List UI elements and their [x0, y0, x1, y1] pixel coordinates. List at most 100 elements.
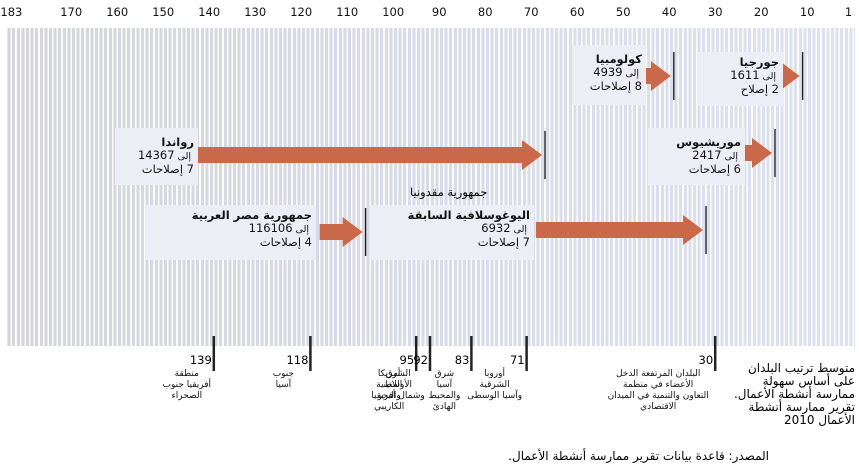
note-line: الأعمال 2010	[783, 413, 855, 427]
axis-tick-label: 80	[478, 5, 493, 19]
rank-range: 116 إلى106	[149, 222, 312, 236]
region-label-line: الأعضاء في منظمة	[623, 380, 694, 390]
region-label-line: الصحراء	[171, 391, 203, 401]
axis-tick-label: 183	[0, 5, 22, 19]
region-label-line: وآسيا الوسطى	[467, 391, 523, 401]
region-label-line: الاقتصادي	[640, 402, 677, 412]
economy-box: موريشيوس 24 إلى17 6 إصلاحات	[648, 128, 745, 185]
source: المصدر: قاعدة بيانات تقرير ممارسة أنشطة …	[508, 449, 769, 463]
reform-count: 7 إصلاحات	[477, 235, 530, 249]
reform-count: 2 إصلاح	[740, 82, 779, 96]
axis-tick-label: 100	[382, 5, 404, 19]
rank-range: 69 إلى32	[374, 222, 530, 236]
economy-name: كولومبيا	[595, 52, 642, 66]
improvement-arrow	[195, 140, 542, 170]
improvement-arrow	[779, 61, 800, 91]
axis-tick-label: 50	[616, 5, 631, 19]
region-label: شرق آسيا والمحيط الهادئ	[419, 369, 469, 413]
region-label-line: أفريقيا جنوب	[162, 380, 212, 390]
economy-box: اليوغوسلافية السابقة 69 إلى32 7 إصلاحات	[370, 205, 534, 260]
region-label: منطقة أفريقيا جنوب الصحراء	[162, 369, 212, 402]
axis-tick-label: 60	[570, 5, 585, 19]
rank-to: 67	[159, 148, 175, 162]
rank-from: 16	[730, 68, 745, 82]
region-rank: 92	[413, 353, 428, 367]
axis-tick-label: 160	[106, 5, 128, 19]
rank-to: 32	[495, 221, 511, 235]
rank-from: 116	[248, 221, 271, 235]
region-rank: 30	[698, 353, 714, 367]
economy-name: جورجيا	[739, 55, 779, 69]
axis-tick-label: 30	[708, 5, 723, 19]
rank-connector: إلى	[625, 68, 639, 79]
legend: متوسط ترتيب البلدان على أساس سهولة ممارس…	[734, 362, 855, 427]
legend-line: على أساس سهولة	[762, 374, 855, 388]
region-label-line: منطقة	[174, 369, 199, 379]
region-label-line: الشرقية	[479, 380, 510, 390]
rank-to: 17	[706, 148, 722, 162]
region-label-line: أمريكا	[377, 369, 401, 379]
rank-range: 24 إلى17	[652, 149, 741, 163]
region-label: البلدان المرتفعة الدخل الأعضاء في منظمة ال…	[603, 369, 713, 413]
improvement-arrow	[742, 138, 772, 168]
economy-title: جمهورية مقدونيا	[410, 185, 488, 199]
note-line: تقرير ممارسة أنشطة	[748, 400, 855, 414]
economy-box: رواندا 143 إلى67 7 إصلاحات	[115, 128, 198, 185]
region-label-line: آسيا	[436, 380, 453, 390]
region-label-line: وشمال أفريقيا	[371, 391, 425, 401]
economy-name: جمهورية مصر العربية	[191, 208, 312, 222]
reform-count: 4 إصلاحات	[259, 235, 312, 249]
region-rank: 83	[454, 353, 470, 367]
rank-connector: إلى	[177, 151, 191, 162]
region-label-line: البلدان المرتفعة الدخل	[615, 369, 701, 379]
reform-count: 6 إصلاحات	[688, 162, 741, 176]
region-label-line: أوروبا	[484, 369, 505, 379]
region-label-line: آسيا	[275, 380, 292, 390]
region-rank: 139	[189, 353, 212, 367]
region-label-line: التعاون والتنمية في الميدان	[607, 391, 709, 401]
region-rank: 118	[286, 353, 309, 367]
rank-connector: إلى	[295, 224, 309, 235]
region-label: أوروبا الشرقية وآسيا الوسطى	[465, 369, 525, 402]
axis-tick-label: 20	[754, 5, 769, 19]
region-label-line: اللاتينية	[376, 380, 403, 390]
region-label-line: الهادئ	[432, 402, 456, 412]
economy-name: موريشيوس	[676, 135, 741, 149]
legend-line: متوسط ترتيب البلدان	[747, 361, 855, 375]
region-label: الشرق الأوسط وشمال أفريقيا	[368, 369, 428, 402]
region-rank: 71	[509, 353, 525, 367]
region-label-line: الأوسط	[383, 380, 413, 390]
axis-tick-label: 10	[800, 5, 815, 19]
axis-tick-label: 150	[152, 5, 174, 19]
rank-range: 49 إلى39	[576, 66, 642, 80]
region-label-line: الكاريبي	[374, 402, 405, 412]
reform-count: 8 إصلاحات	[589, 79, 642, 93]
axis-tick-label: 1	[845, 5, 852, 19]
region-rank: 95	[399, 353, 415, 367]
axis-tick-label: 120	[290, 5, 312, 19]
region-label-line: الشرق	[385, 369, 411, 379]
rank-from: 24	[692, 148, 707, 162]
region-label: جنوب آسيا	[258, 369, 308, 391]
rank-to: 39	[607, 65, 623, 79]
rank-connector: إلى	[513, 224, 527, 235]
region-label-line: والبحر	[377, 391, 401, 401]
axis-tick-label: 140	[198, 5, 220, 19]
rank-to: 106	[270, 221, 293, 235]
rank-range: 16 إلى11	[701, 69, 779, 83]
improvement-arrow	[535, 215, 703, 245]
economy-box: جمهورية مصر العربية 116 إلى106 4 إصلاحات	[145, 205, 316, 260]
economy-box: جورجيا 16 إلى11 2 إصلاح	[697, 52, 783, 106]
rank-from: 143	[137, 148, 160, 162]
axis-tick-label: 90	[432, 5, 447, 19]
region-label-line: والمحيط	[428, 391, 461, 401]
axis-tick-label: 130	[244, 5, 266, 19]
region-label-line: جنوب	[272, 369, 295, 379]
axis-tick-label: 70	[524, 5, 539, 19]
rank-from: 49	[593, 65, 608, 79]
economy-name: اليوغوسلافية السابقة	[407, 208, 530, 222]
axis-tick-label: 40	[662, 5, 677, 19]
rank-connector: إلى	[762, 71, 776, 82]
